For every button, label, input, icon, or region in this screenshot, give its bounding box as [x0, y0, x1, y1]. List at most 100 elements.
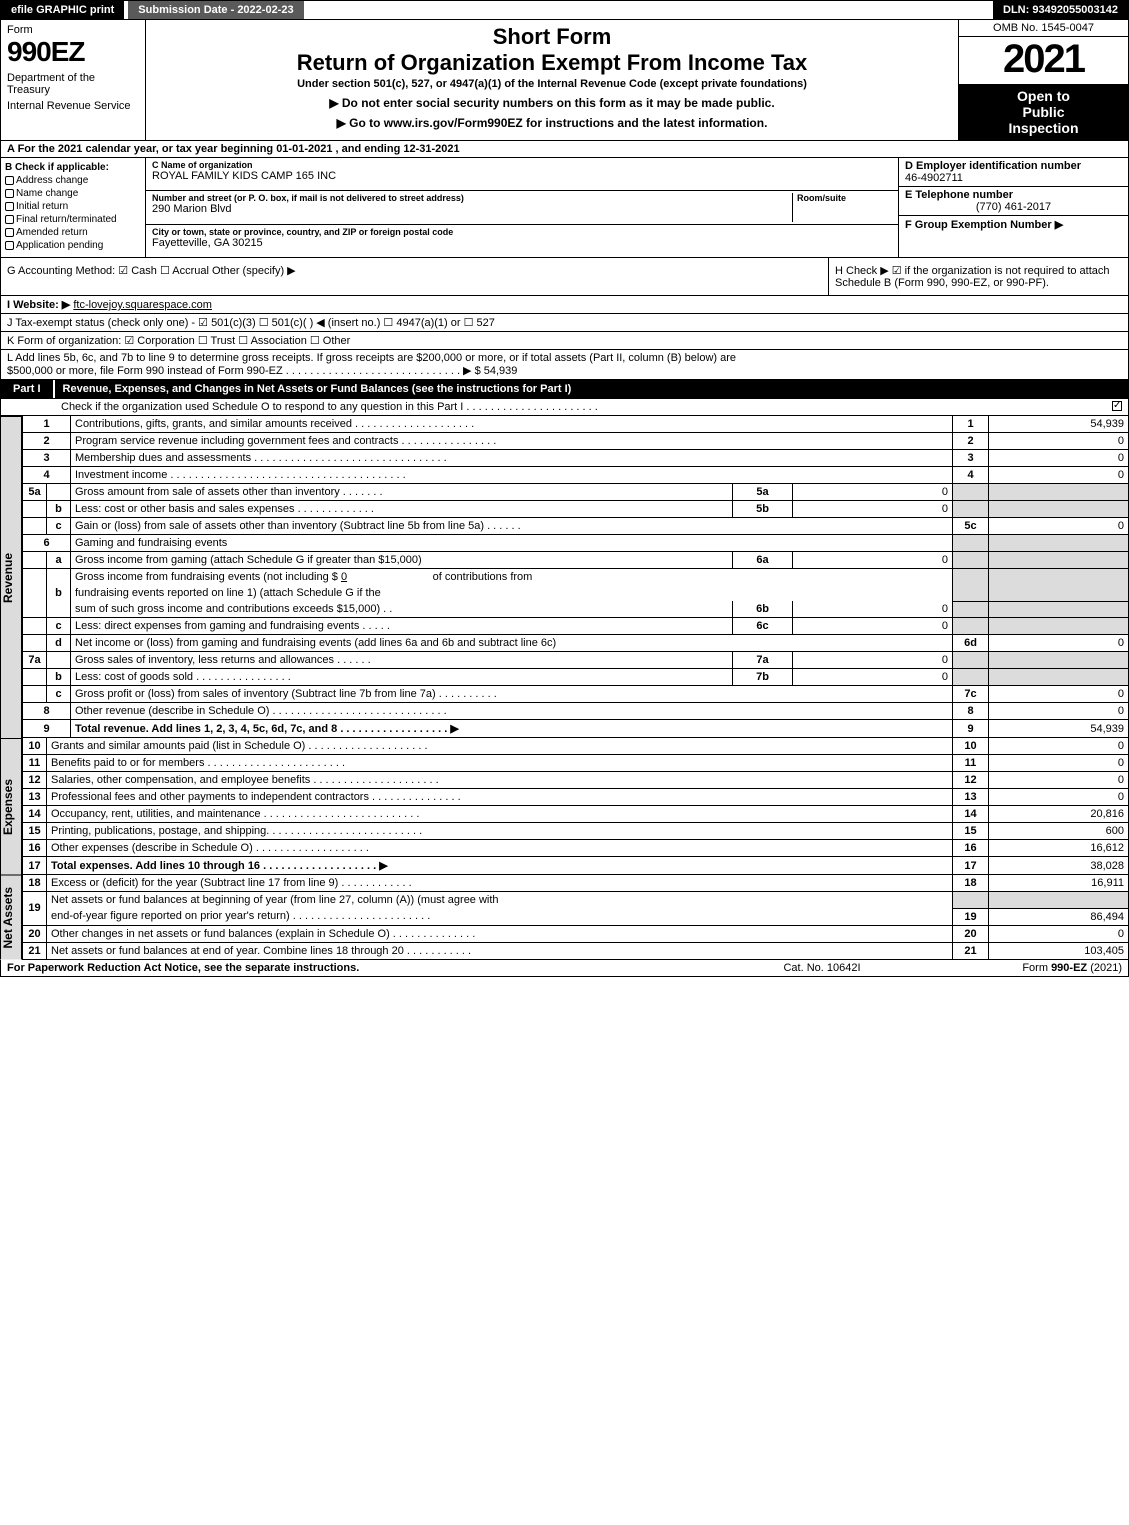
check-application-pending[interactable]: Application pending — [5, 240, 141, 251]
line-19-amount: 86,494 — [989, 908, 1129, 925]
line-4: 4 Investment income . . . . . . . . . . … — [23, 467, 1129, 484]
line-13-amount: 0 — [989, 789, 1129, 806]
col-de-contact: D Employer identification number 46-4902… — [898, 158, 1128, 257]
line-7c: c Gross profit or (loss) from sales of i… — [23, 686, 1129, 703]
col-b-checkboxes: B Check if applicable: Address change Na… — [1, 158, 146, 257]
line-21: 21 Net assets or fund balances at end of… — [23, 942, 1129, 959]
ein-value: 46-4902711 — [905, 172, 1122, 184]
dln-label: DLN: 93492055003142 — [993, 1, 1128, 19]
line-4-text: Investment income . . . . . . . . . . . … — [71, 467, 953, 484]
line-5b: b Less: cost or other basis and sales ex… — [23, 501, 1129, 518]
line-7b-text: Less: cost of goods sold . . . . . . . .… — [71, 669, 733, 686]
line-17-text: Total expenses. Add lines 10 through 16 … — [47, 857, 953, 875]
check-address-change[interactable]: Address change — [5, 175, 141, 186]
line-5c-text: Gain or (loss) from sale of assets other… — [71, 518, 953, 535]
line-5b-text: Less: cost or other basis and sales expe… — [71, 501, 733, 518]
line-8-amount: 0 — [989, 703, 1129, 720]
line-4-amount: 0 — [989, 467, 1129, 484]
line-18-amount: 16,911 — [989, 875, 1129, 892]
line-16-amount: 16,612 — [989, 840, 1129, 857]
instr-link[interactable]: ▶ Go to www.irs.gov/Form990EZ for instru… — [154, 116, 950, 130]
part-1-header: Part I Revenue, Expenses, and Changes in… — [0, 380, 1129, 399]
schedule-o-checkbox[interactable] — [1112, 401, 1122, 411]
line-15-amount: 600 — [989, 823, 1129, 840]
city-value: Fayetteville, GA 30215 — [152, 237, 892, 249]
line-5a: 5a Gross amount from sale of assets othe… — [23, 484, 1129, 501]
check-initial-return[interactable]: Initial return — [5, 201, 141, 212]
line-16: 16 Other expenses (describe in Schedule … — [23, 840, 1129, 857]
check-name-change[interactable]: Name change — [5, 188, 141, 199]
line-6d-text: Net income or (loss) from gaming and fun… — [71, 635, 953, 652]
l-gross-receipts: L Add lines 5b, 6c, and 7b to line 9 to … — [0, 350, 1129, 380]
line-14-text: Occupancy, rent, utilities, and maintena… — [47, 806, 953, 823]
dept-treasury: Department of the Treasury — [7, 72, 139, 96]
line-17-amount: 38,028 — [989, 857, 1129, 875]
j-tax-exempt-status: J Tax-exempt status (check only one) - ☑… — [0, 314, 1129, 332]
revenue-vertical-label: Revenue — [0, 416, 22, 738]
open-line3: Inspection — [963, 120, 1124, 136]
submission-date: Submission Date - 2022-02-23 — [128, 1, 303, 19]
check-final-return[interactable]: Final return/terminated — [5, 214, 141, 225]
line-13: 13 Professional fees and other payments … — [23, 789, 1129, 806]
check-address-change-label: Address change — [16, 175, 88, 186]
line-18-text: Excess or (deficit) for the year (Subtra… — [47, 875, 953, 892]
line-19-text1: Net assets or fund balances at beginning… — [47, 892, 953, 909]
line-9-amount: 54,939 — [989, 720, 1129, 738]
line-6c-text: Less: direct expenses from gaming and fu… — [71, 618, 733, 635]
top-bar: efile GRAPHIC print Submission Date - 20… — [0, 0, 1129, 20]
line-13-text: Professional fees and other payments to … — [47, 789, 953, 806]
org-name-value: ROYAL FAMILY KIDS CAMP 165 INC — [152, 170, 892, 182]
paperwork-reduction-notice: For Paperwork Reduction Act Notice, see … — [7, 962, 722, 974]
line-5a-value: 0 — [793, 484, 953, 501]
line-6d-amount: 0 — [989, 635, 1129, 652]
org-name-label: C Name of organization — [152, 160, 892, 170]
dept-irs: Internal Revenue Service — [7, 100, 139, 112]
under-section: Under section 501(c), 527, or 4947(a)(1)… — [154, 78, 950, 90]
website-label: I Website: ▶ — [7, 299, 70, 311]
line-6a-text: Gross income from gaming (attach Schedul… — [71, 552, 733, 569]
line-7a: 7a Gross sales of inventory, less return… — [23, 652, 1129, 669]
line-7c-text: Gross profit or (loss) from sales of inv… — [71, 686, 953, 703]
line-6b-text3: sum of such gross income and contributio… — [71, 601, 733, 618]
part-1-schedule-o-check: Check if the organization used Schedule … — [0, 399, 1129, 416]
website-link[interactable]: ftc-lovejoy.squarespace.com — [73, 299, 212, 311]
line-2-text: Program service revenue including govern… — [71, 433, 953, 450]
l-line2: $500,000 or more, file Form 990 instead … — [7, 364, 1122, 377]
check-amended-return[interactable]: Amended return — [5, 227, 141, 238]
line-17: 17 Total expenses. Add lines 10 through … — [23, 857, 1129, 875]
line-2: 2 Program service revenue including gove… — [23, 433, 1129, 450]
short-form-title: Short Form — [154, 24, 950, 50]
line-10-text: Grants and similar amounts paid (list in… — [47, 738, 953, 755]
line-6c-box: 6c — [733, 618, 793, 635]
line-6a-value: 0 — [793, 552, 953, 569]
line-6c-value: 0 — [793, 618, 953, 635]
check-final-return-label: Final return/terminated — [16, 214, 117, 225]
line-12-amount: 0 — [989, 772, 1129, 789]
line-5a-text: Gross amount from sale of assets other t… — [71, 484, 733, 501]
line-9: 9 Total revenue. Add lines 1, 2, 3, 4, 5… — [23, 720, 1129, 738]
form-title: Return of Organization Exempt From Incom… — [154, 50, 950, 76]
line-5c-amount: 0 — [989, 518, 1129, 535]
form-version: Form 990-EZ (2021) — [922, 962, 1122, 974]
page-footer: For Paperwork Reduction Act Notice, see … — [0, 960, 1129, 977]
line-7b: b Less: cost of goods sold . . . . . . .… — [23, 669, 1129, 686]
check-application-pending-label: Application pending — [16, 240, 103, 251]
line-7a-box: 7a — [733, 652, 793, 669]
gh-block: G Accounting Method: ☑ Cash ☐ Accrual Ot… — [0, 258, 1129, 296]
line-6b-text1: Gross income from fundraising events (no… — [71, 569, 953, 586]
line-11-amount: 0 — [989, 755, 1129, 772]
addr-value: 290 Marion Blvd — [152, 203, 792, 215]
line-1-text: Contributions, gifts, grants, and simila… — [71, 416, 953, 433]
line-6: 6 Gaming and fundraising events — [23, 535, 1129, 552]
room-suite-label: Room/suite — [797, 193, 892, 203]
line-1-amount: 54,939 — [989, 416, 1129, 433]
line-9-text: Total revenue. Add lines 1, 2, 3, 4, 5c,… — [71, 720, 953, 738]
line-7b-value: 0 — [793, 669, 953, 686]
line-20: 20 Other changes in net assets or fund b… — [23, 925, 1129, 942]
line-5b-value: 0 — [793, 501, 953, 518]
header-center: Short Form Return of Organization Exempt… — [146, 20, 958, 140]
revenue-section: Revenue 1 Contributions, gifts, grants, … — [0, 416, 1129, 738]
omb-number: OMB No. 1545-0047 — [959, 20, 1128, 37]
entity-info-block: B Check if applicable: Address change Na… — [0, 158, 1129, 258]
efile-print-button[interactable]: efile GRAPHIC print — [1, 1, 126, 19]
